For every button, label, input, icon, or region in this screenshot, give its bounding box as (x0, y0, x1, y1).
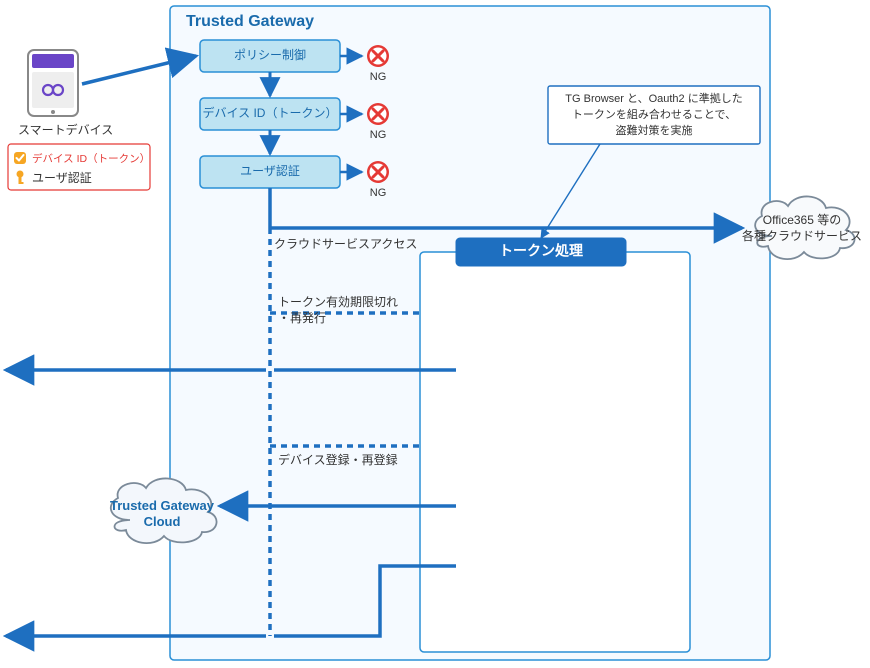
device-info-box: デバイス ID（トークン） ユーザ認証 (8, 144, 150, 190)
cloud-access-label: クラウドサービスアクセス (274, 237, 417, 251)
callout-line1: TG Browser と、Oauth2 に準拠した (565, 91, 742, 105)
smartphone-icon (28, 50, 78, 116)
ng-icon-user_auth (367, 161, 389, 183)
cloud-left-line1: Trusted Gateway (110, 498, 215, 513)
ng-icon-device_id (367, 103, 389, 125)
callout-line2: トークンを組み合わせることで、 (572, 107, 736, 121)
step-device_id: デバイス ID（トークン） (200, 98, 340, 130)
step-policy: ポリシー制御 (200, 40, 340, 72)
ng-label-device_id: NG (370, 129, 387, 141)
cloud-left-line2: Cloud (144, 514, 181, 529)
step-user_auth: ユーザ認証 (200, 156, 340, 188)
cloud-right-line2: 各種クラウドサービス (742, 228, 862, 243)
smart-device-label: スマートデバイス (18, 122, 113, 137)
device-reg-label: デバイス登録・再登録 (278, 452, 398, 467)
cloud-right-line1: Office365 等の (763, 213, 841, 227)
token-expired-label2: ・再発行 (278, 311, 326, 325)
token-panel: トークン処理 (420, 238, 690, 652)
token-panel-title: トークン処理 (499, 243, 583, 259)
step-label-policy: ポリシー制御 (234, 47, 306, 62)
token-expired-label1: トークン有効期限切れ (278, 294, 398, 309)
device-id-label: デバイス ID（トークン） (32, 152, 150, 165)
ng-icon-policy (367, 45, 389, 67)
step-label-device_id: デバイス ID（トークン） (203, 105, 338, 120)
ng-label-policy: NG (370, 71, 387, 83)
user-auth-label: ユーザ認証 (32, 170, 92, 185)
trusted-gateway-title: Trusted Gateway (186, 13, 314, 30)
callout-line3: 盗難対策を実施 (616, 123, 693, 137)
ng-label-user_auth: NG (370, 187, 387, 199)
step-label-user_auth: ユーザ認証 (240, 163, 300, 178)
